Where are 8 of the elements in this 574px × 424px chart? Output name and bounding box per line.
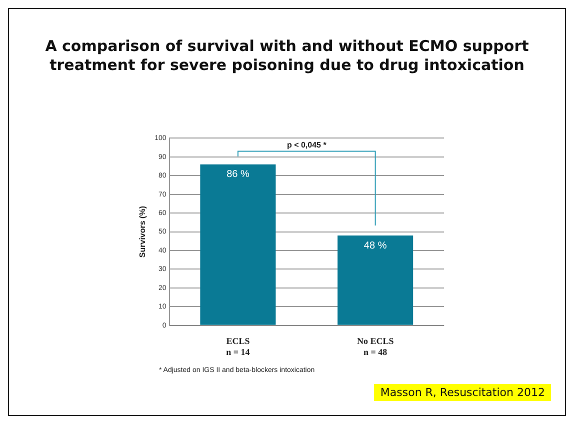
data-label: 48 % [364, 240, 387, 252]
y-axis-title: Survivors (%) [138, 206, 148, 258]
chart-title: A comparison of survival with and without ECMO support treatment for severe poisoning due to drug intoxication [44, 37, 530, 75]
annotation: p < 0,045 * [286, 140, 328, 150]
x-tick-label: No ECLS n = 48 [356, 336, 394, 357]
text: Masson R, Resuscitation 2012 [374, 384, 551, 401]
x-tick-label: ECLS n = 14 [226, 336, 250, 357]
data-label: 86 % [226, 169, 250, 180]
